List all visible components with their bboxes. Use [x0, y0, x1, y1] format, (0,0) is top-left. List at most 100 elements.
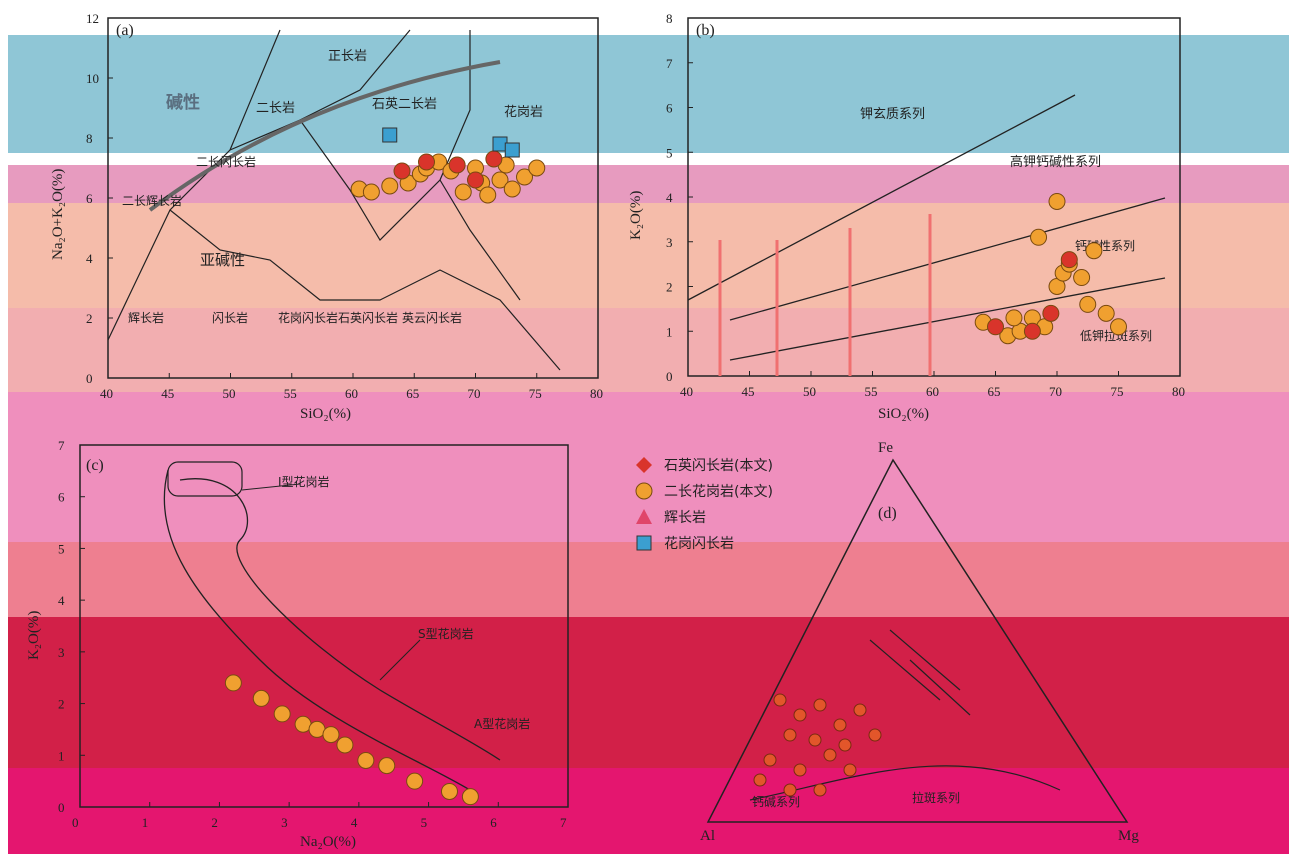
data-point: [808, 733, 822, 747]
x-tick-label: 5: [421, 815, 428, 830]
field-label: A型花岗岩: [474, 716, 530, 731]
data-point: [813, 783, 827, 797]
series-boundary: [729, 277, 1166, 361]
y-tick-label: 12: [86, 11, 99, 26]
series-label: 高钾钙碱性系列: [1010, 154, 1101, 170]
data-point: [838, 738, 852, 752]
x-tick-label: 2: [211, 815, 218, 830]
legend-marker: [636, 509, 652, 524]
data-point: [503, 180, 521, 198]
data-point: [485, 150, 503, 168]
data-point: [843, 763, 857, 777]
field-label: 石英二长岩: [372, 97, 437, 112]
data-point: [224, 674, 242, 692]
ternary-frame: [706, 458, 1129, 823]
y-tick-label: 6: [86, 191, 93, 206]
y-tick-label: 4: [666, 190, 673, 205]
data-point: [406, 772, 424, 790]
panel-a: (a) 碱性 亚碱性 正长岩 二长岩 石英二长岩 花岗岩 二长闪长岩 二长辉长岩…: [50, 11, 603, 422]
data-point: [1023, 322, 1041, 340]
data-point: [393, 162, 411, 180]
data-point: [773, 693, 787, 707]
field-label: 花岗岩: [504, 104, 543, 120]
band: [8, 542, 1289, 617]
y-tick-label: 3: [666, 235, 673, 250]
subalkaline-label: 亚碱性: [200, 251, 245, 269]
y-tick-label: 4: [86, 251, 93, 266]
tick-band: [869, 639, 941, 701]
data-point: [461, 788, 479, 806]
data-point: [467, 171, 484, 189]
field-label: 二长岩: [256, 101, 295, 116]
x-tick-label: 4: [351, 815, 358, 830]
data-point: [448, 156, 466, 174]
x-tick-label: 80: [1172, 384, 1185, 399]
data-point: [1073, 269, 1091, 287]
y-tick-label: 7: [666, 56, 673, 71]
data-point: [1048, 192, 1066, 210]
data-point: [1005, 309, 1023, 327]
data-point: [783, 783, 797, 797]
x-tick-label: 40: [680, 384, 693, 399]
y-tick-label: 7: [58, 438, 65, 453]
y-tick-label: 5: [58, 541, 65, 556]
panel-b-label: (b): [696, 22, 715, 39]
data-point: [440, 782, 458, 800]
y-tick-label: 0: [58, 800, 65, 815]
panel-d-label: (d): [878, 505, 897, 522]
x-tick-label: 0: [72, 815, 79, 830]
field-label: 花岗闪长岩: [278, 310, 338, 325]
x-tick-label: 55: [284, 386, 297, 401]
data-point: [252, 689, 270, 707]
data-point: [479, 186, 497, 204]
x-tick-label: 70: [1049, 384, 1062, 399]
x-tick-label: 6: [490, 815, 497, 830]
data-point: [833, 718, 847, 732]
y-tick-label: 0: [666, 369, 673, 384]
legend-label: 石英闪长岩(本文): [664, 457, 773, 474]
data-point: [1085, 242, 1103, 260]
field-label: 辉长岩: [128, 310, 164, 325]
x-tick-label: 65: [406, 386, 419, 401]
x-tick-label: 50: [803, 384, 816, 399]
legend-label: 辉长岩: [664, 510, 706, 526]
legend-label: 花岗闪长岩: [664, 536, 734, 552]
legend-label: 二长花岗岩(本文): [664, 484, 773, 500]
field-boundary: [107, 29, 281, 341]
band: [8, 768, 1289, 854]
x-tick-label: 1: [142, 815, 149, 830]
y-tick-label: 4: [58, 593, 65, 608]
panel-b-frame: [687, 17, 1181, 377]
tick-band: [889, 629, 961, 691]
data-point: [528, 159, 546, 177]
panel-a-xlabel: SiO₂(%): [300, 406, 351, 422]
field-label: 二长闪长岩: [196, 154, 256, 169]
y-tick-label: 3: [58, 645, 65, 660]
field-label: S型花岗岩: [418, 626, 474, 641]
field-label: 石英闪长岩: [338, 310, 398, 325]
data-point: [322, 726, 340, 744]
x-tick-label: 50: [223, 386, 236, 401]
field-label: 二长辉长岩: [122, 193, 182, 208]
legend-marker: [636, 457, 652, 473]
data-point: [1079, 295, 1097, 313]
field-boundary: [229, 29, 411, 151]
data-point: [504, 142, 520, 158]
x-tick-label: 40: [100, 386, 113, 401]
x-tick-label: 65: [988, 384, 1001, 399]
panel-b-xlabel: SiO₂(%): [878, 406, 929, 422]
apex-top-label: Fe: [878, 440, 893, 456]
y-tick-label: 8: [666, 11, 673, 26]
x-tick-label: 60: [926, 384, 939, 399]
field-boundary: [163, 469, 471, 791]
y-tick-label: 2: [58, 697, 65, 712]
data-point: [868, 728, 882, 742]
x-tick-label: 45: [742, 384, 755, 399]
data-point: [381, 177, 399, 195]
data-point: [823, 748, 837, 762]
data-point: [793, 763, 807, 777]
apex-right-label: Mg: [1118, 828, 1139, 844]
field-label: 闪长岩: [212, 310, 248, 325]
